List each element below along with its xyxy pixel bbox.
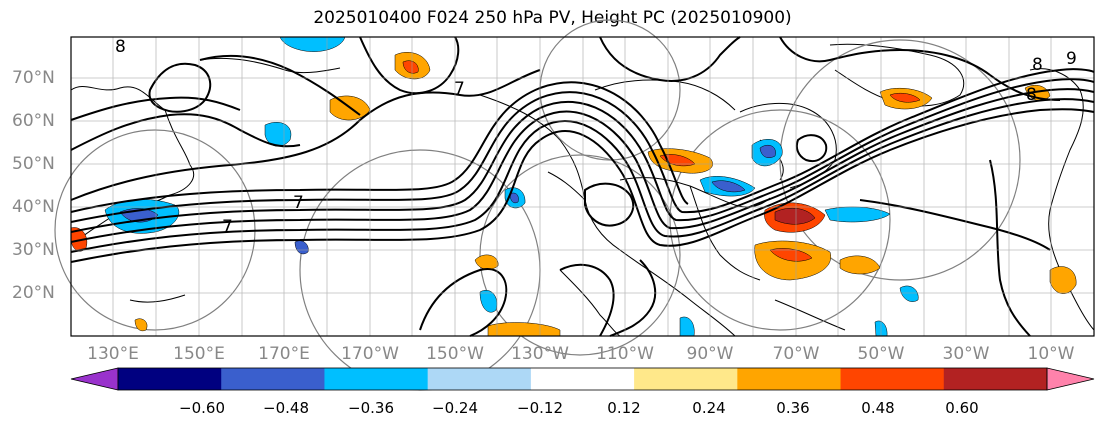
pv-pos-greenland-core — [889, 92, 921, 103]
pv-pos-atlantic-jet-core — [774, 207, 816, 225]
colorbar-tick: 0.36 — [776, 399, 810, 417]
pv-pos-west-pacific-small — [134, 318, 148, 332]
lat-label-30n: 30°N — [12, 240, 55, 260]
lat-label-60n: 60°N — [12, 111, 55, 131]
colorbar-tick: −0.24 — [432, 399, 478, 417]
colorbar-segment — [118, 368, 222, 390]
contour-label: 9 — [1066, 49, 1077, 69]
colorbar-tick: 0.24 — [692, 399, 726, 417]
colorbar-segment — [634, 368, 738, 390]
lon-label-30w: 30°W — [942, 344, 990, 364]
lat-label-70n: 70°N — [12, 68, 55, 88]
lon-label-130e: 130°E — [87, 344, 139, 364]
pv-shading — [70, 36, 1077, 337]
colorbar-segment — [737, 368, 842, 390]
colorbar-segment — [324, 368, 429, 390]
lat-label-40n: 40°N — [12, 197, 55, 217]
colorbar-extend-high — [1046, 367, 1095, 391]
colorbar-tick: 0.48 — [861, 399, 895, 417]
lon-label-110w: 110°W — [596, 344, 654, 364]
colorbar-segment — [427, 368, 532, 390]
plot-title: 2025010400 F024 250 hPa PV, Height PC (2… — [313, 8, 792, 28]
pv-neg-us-central-core — [711, 180, 746, 193]
colorbar-tick: −0.48 — [263, 399, 309, 417]
lon-label-130w: 130°W — [511, 344, 569, 364]
colorbar-segment — [221, 368, 325, 390]
colorbar-tick: −0.60 — [179, 399, 225, 417]
lon-label-170e: 170°E — [258, 344, 310, 364]
lon-label-150w: 150°W — [426, 344, 484, 364]
pv-neg-east-atlantic — [899, 285, 919, 302]
lon-label-170w: 170°W — [341, 344, 399, 364]
contour-label: 8 — [115, 37, 126, 57]
colorbar-tick: −0.12 — [517, 399, 563, 417]
gridlines — [71, 37, 1094, 336]
colorbar-segment — [530, 368, 635, 390]
contour-label: 7 — [293, 193, 304, 213]
colorbar-tick: 0.60 — [945, 399, 979, 417]
pv-neg-east-pacific — [479, 290, 498, 313]
colorbar-tick: 0.12 — [607, 399, 641, 417]
contour-label: 8 — [1032, 55, 1043, 75]
pv-neg-sub-pacific-core — [509, 192, 519, 204]
lat-label-20n: 20°N — [12, 283, 55, 303]
pv-neg-hudson-core — [759, 145, 776, 158]
colorbar-extend-low — [70, 367, 119, 391]
pv-pos-north-pacific-core — [402, 60, 419, 74]
lat-label-50n: 50°N — [12, 154, 55, 174]
pv-pos-east-pacific — [474, 254, 499, 270]
map-frame — [70, 36, 1095, 337]
colorbar-border — [117, 367, 1048, 391]
contour-label: 7 — [222, 217, 233, 237]
pv-neg-central-pacific — [264, 122, 292, 147]
contour-label: 7 — [454, 79, 465, 99]
pv-pos-asia-edge — [70, 227, 88, 252]
pv-pos-mid-atlantic — [839, 255, 881, 275]
lon-label-90w: 90°W — [686, 344, 734, 364]
contour-label: 8 — [1026, 85, 1037, 105]
pv-pos-africa — [1049, 266, 1077, 294]
colorbar — [70, 367, 1095, 391]
contour-labels: 7 7 7 8 9 8 8 — [115, 37, 1077, 237]
lon-label-10w: 10°W — [1027, 344, 1075, 364]
colorbar-segment — [840, 368, 945, 390]
pv-pos-gulf-core — [769, 248, 813, 262]
pv-neg-north-pacific-top — [279, 36, 346, 52]
lon-label-70w: 70°W — [772, 344, 820, 364]
colorbar-tick: −0.36 — [348, 399, 394, 417]
lon-label-150e: 150°E — [173, 344, 225, 364]
lon-label-50w: 50°W — [857, 344, 905, 364]
colorbar-segment — [943, 368, 1048, 390]
